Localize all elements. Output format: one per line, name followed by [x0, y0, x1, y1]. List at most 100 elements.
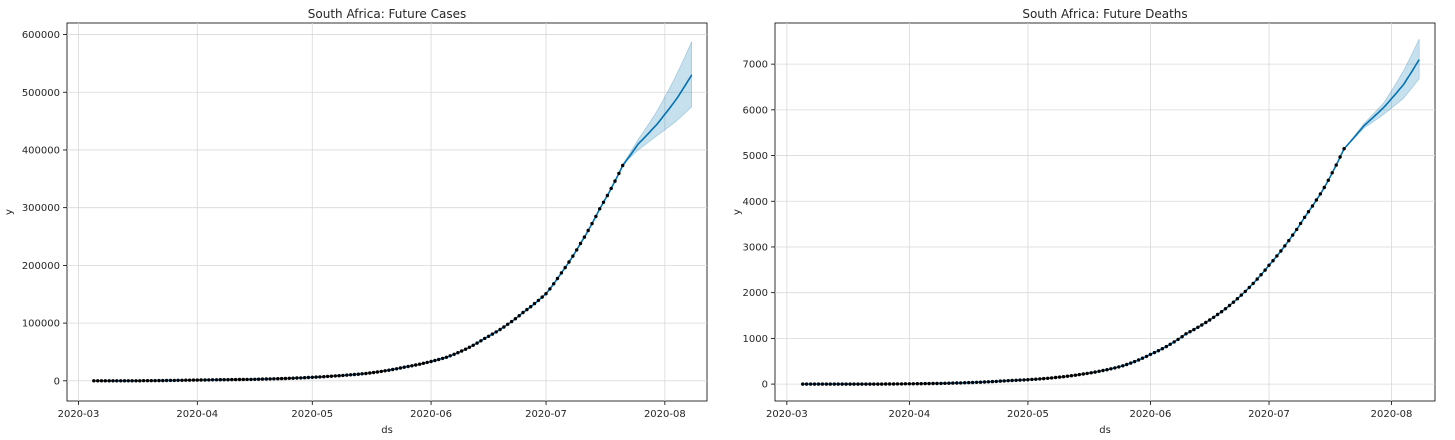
observed-point [402, 365, 406, 369]
observed-point [609, 186, 613, 191]
observed-point [876, 382, 880, 386]
observed-point [555, 276, 560, 281]
y-tick-label: 4000 [743, 197, 768, 208]
observed-point [1014, 378, 1018, 382]
deaths-gridlines [775, 23, 1435, 401]
observed-point [1279, 249, 1283, 253]
observed-point [1073, 373, 1078, 377]
observed-point [1030, 377, 1034, 382]
observed-point [119, 379, 123, 383]
observed-point [486, 334, 491, 338]
observed-point [1144, 354, 1149, 359]
observed-point [490, 332, 495, 336]
observed-point [872, 382, 876, 386]
observed-point [341, 373, 345, 378]
observed-point [1295, 227, 1299, 232]
observed-point [483, 336, 487, 341]
observed-point [1061, 375, 1066, 379]
observed-point [360, 372, 364, 376]
observed-point [371, 370, 376, 375]
observed-point [1164, 344, 1169, 349]
observed-point [1172, 340, 1176, 344]
observed-point [1132, 359, 1137, 364]
observed-point [927, 381, 931, 386]
observed-point [1136, 358, 1141, 362]
observed-point [375, 370, 380, 374]
observed-point [571, 254, 575, 258]
cases-title: South Africa: Future Cases [308, 7, 466, 21]
observed-point [502, 325, 506, 329]
y-tick-label: 0 [54, 376, 60, 387]
observed-point [410, 364, 414, 368]
observed-point [494, 330, 498, 334]
uncertainty-band [1343, 38, 1420, 149]
observed-point [1046, 376, 1050, 380]
x-tick-label: 2020-07 [525, 409, 567, 420]
x-tick-label: 2020-07 [1248, 409, 1290, 420]
observed-point [1069, 374, 1074, 378]
observed-point [856, 382, 860, 386]
observed-point [387, 368, 391, 372]
observed-point [356, 372, 360, 376]
deaths-observed-points [801, 147, 1346, 386]
observed-point [860, 382, 864, 386]
observed-point [808, 382, 813, 386]
observed-point [1200, 323, 1204, 327]
observed-point [548, 287, 552, 291]
observed-point [1196, 325, 1200, 329]
deaths-y-ticks: 0 1000 2000 3000 4000 5000 6000 7000 [743, 60, 775, 391]
observed-point [517, 314, 521, 318]
observed-point [460, 349, 464, 353]
observed-point [295, 376, 299, 380]
observed-point [325, 374, 330, 379]
observed-point [421, 361, 426, 365]
observed-point [1227, 303, 1232, 308]
observed-point [348, 373, 353, 377]
observed-point [923, 381, 927, 386]
observed-point [915, 382, 919, 386]
observed-point [1085, 371, 1089, 376]
observed-point [1077, 372, 1082, 377]
observed-point [322, 375, 326, 379]
observed-point [955, 381, 959, 385]
y-tick-label: 300000 [22, 203, 60, 214]
observed-point [287, 376, 291, 380]
observed-point [1129, 361, 1133, 365]
observed-point [138, 379, 142, 383]
observed-point [260, 377, 265, 381]
observed-point [1121, 364, 1125, 368]
observed-point [1215, 312, 1220, 317]
y-tick-label: 6000 [743, 105, 768, 116]
observed-point [1192, 327, 1196, 332]
observed-point [394, 367, 399, 371]
observed-point [1330, 171, 1334, 175]
observed-point [111, 379, 115, 383]
observed-point [306, 375, 311, 380]
observed-point [195, 378, 199, 382]
observed-point [575, 248, 579, 252]
x-tick-label: 2020-03 [58, 409, 100, 420]
cases-observed-points [92, 163, 625, 383]
observed-point [812, 382, 817, 386]
observed-point [594, 214, 598, 219]
observed-point [1038, 377, 1042, 381]
observed-point [907, 382, 912, 386]
y-tick-label: 500000 [22, 88, 60, 99]
deaths-y-axis-label: y [732, 209, 743, 215]
observed-point [256, 377, 261, 381]
observed-point [1212, 315, 1216, 319]
observed-point [1022, 378, 1026, 382]
observed-point [1093, 370, 1097, 374]
observed-point [1006, 379, 1010, 383]
observed-point [161, 378, 165, 383]
deaths-band [1343, 38, 1420, 149]
deaths-x-ticks: 2020-03 2020-04 2020-05 2020-06 2020-07 2020-… [766, 401, 1412, 420]
observed-point [1034, 377, 1038, 381]
observed-point [230, 377, 234, 382]
observed-point [1255, 277, 1259, 281]
observed-point [1283, 244, 1287, 248]
observed-point [115, 379, 119, 383]
x-tick-label: 2020-04 [176, 409, 218, 420]
observed-point [994, 379, 998, 384]
